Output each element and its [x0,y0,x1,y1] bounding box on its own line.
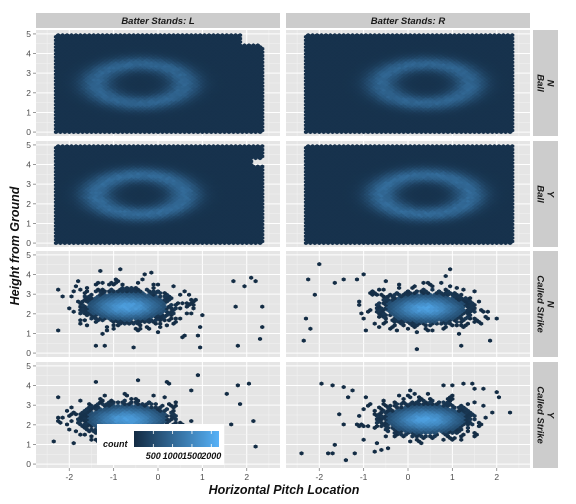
facet-panel [286,30,530,136]
facet-panel [36,30,280,136]
hex-cells [303,33,515,135]
hex-cells [53,33,265,135]
panels-layer [36,30,530,468]
